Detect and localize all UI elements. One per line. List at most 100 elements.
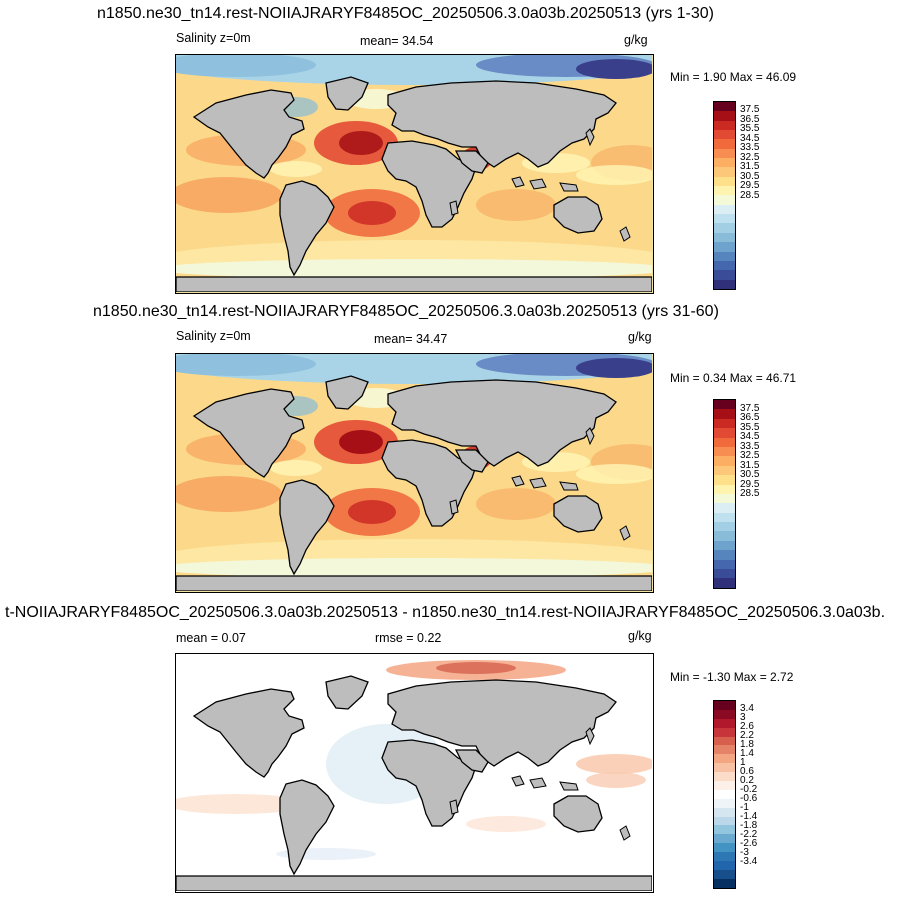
- island: [619, 226, 631, 242]
- land-mass: [176, 575, 652, 591]
- colorbar-swatch: [714, 167, 735, 177]
- colorbar-swatch: [714, 816, 735, 826]
- island: [585, 727, 595, 746]
- field-contour: [476, 488, 556, 520]
- panel-2-mean-label: mean= 34.47: [374, 332, 448, 346]
- island: [529, 777, 547, 789]
- colorbar-tick-label: -0.2: [740, 784, 758, 795]
- colorbar-tick-label: -1.4: [740, 811, 758, 822]
- colorbar-tick-label: 37.5: [740, 104, 760, 116]
- field-contour: [466, 816, 546, 832]
- colorbar-tick-label: 31.5: [740, 161, 760, 173]
- panel-1-colorbar: [713, 101, 736, 290]
- colorbar-tick-label: 34.5: [740, 431, 760, 442]
- colorbar-swatch: [714, 251, 735, 261]
- colorbar-swatch: [714, 781, 735, 790]
- island: [449, 200, 459, 216]
- colorbar-tick-label: 30.5: [740, 469, 760, 480]
- field-contour: [176, 177, 282, 213]
- colorbar-tick-label: 31.5: [740, 459, 760, 471]
- colorbar-swatch: [714, 195, 735, 205]
- panel-1-mean-label: mean= 34.54: [360, 34, 434, 48]
- colorbar-tick-label: 36.5: [740, 412, 760, 423]
- panel-2-colorbar: [713, 399, 736, 589]
- colorbar-swatch: [714, 569, 735, 579]
- field-contour: [576, 59, 652, 79]
- colorbar-swatch: [714, 718, 735, 728]
- colorbar-swatch: [714, 139, 735, 149]
- colorbar-tick-label: 32.5: [740, 151, 760, 163]
- colorbar-swatch: [714, 242, 735, 252]
- colorbar-swatch: [714, 701, 735, 710]
- colorbar-swatch: [714, 512, 735, 523]
- land-mass: [279, 180, 335, 277]
- colorbar-tick-label: 0.2: [740, 775, 754, 786]
- land-mass: [325, 675, 369, 710]
- colorbar-swatch: [714, 475, 735, 485]
- land-mass: [454, 150, 489, 174]
- island: [559, 182, 579, 192]
- colorbar-swatch: [714, 111, 735, 121]
- island: [559, 781, 579, 791]
- colorbar-tick-label: 3.4: [740, 703, 754, 714]
- colorbar-swatch: [714, 400, 735, 410]
- colorbar-swatch: [714, 727, 735, 737]
- field-contour: [576, 358, 652, 378]
- colorbar-swatch: [714, 437, 735, 447]
- colorbar-swatch: [714, 852, 735, 862]
- colorbar-swatch: [714, 763, 735, 773]
- colorbar-swatch: [714, 456, 735, 466]
- field-contour: [586, 772, 646, 788]
- colorbar-swatch: [714, 418, 735, 429]
- land-mass: [553, 795, 603, 833]
- land-mass: [192, 89, 305, 179]
- colorbar-swatch: [714, 843, 735, 853]
- colorbar-swatch: [714, 214, 735, 224]
- panel-3-mean-label: mean = 0.07: [176, 631, 246, 645]
- panel-1-title: n1850.ne30_tn14.rest-NOIIAJRARYF8485OC_2…: [97, 5, 715, 22]
- land-mass: [279, 779, 335, 876]
- colorbar-tick-label: 1: [740, 757, 746, 768]
- colorbar-swatch: [714, 260, 735, 271]
- colorbar-swatch: [714, 789, 735, 799]
- colorbar-swatch: [714, 279, 735, 289]
- colorbar-tick-label: 29.5: [740, 478, 760, 490]
- field-contour: [348, 500, 396, 524]
- colorbar-swatch: [714, 232, 735, 243]
- colorbar-swatch: [714, 409, 735, 419]
- land-mass: [325, 375, 369, 410]
- panel-1-map-svg: [176, 55, 652, 292]
- colorbar-swatch: [714, 465, 735, 476]
- field-contour: [270, 161, 322, 177]
- panel-3-colorbar: [713, 700, 736, 889]
- panel-3-rmse-label: rmse = 0.22: [375, 631, 442, 645]
- colorbar-tick-label: 1.8: [740, 739, 754, 750]
- colorbar-swatch: [714, 223, 735, 233]
- panel-2-map: [175, 353, 654, 593]
- colorbar-swatch: [714, 578, 735, 588]
- colorbar-tick-label: 28.5: [740, 189, 760, 201]
- colorbar-swatch: [714, 878, 735, 888]
- colorbar-swatch: [714, 807, 735, 817]
- panel-1-variable-label: Salinity z=0m: [176, 31, 251, 45]
- land-mass: [192, 688, 305, 778]
- land-mass: [176, 276, 652, 292]
- colorbar-tick-label: 35.5: [740, 421, 760, 433]
- colorbar-swatch: [714, 204, 735, 215]
- field-contour: [476, 189, 556, 221]
- colorbar-swatch: [714, 493, 735, 504]
- colorbar-tick-label: 29.5: [740, 180, 760, 192]
- colorbar-swatch: [714, 484, 735, 494]
- colorbar-swatch: [714, 861, 735, 870]
- colorbar-tick-label: -1.8: [740, 820, 758, 831]
- panel-3-units-label: g/kg: [628, 629, 652, 643]
- field-contour: [176, 354, 316, 376]
- island: [511, 475, 525, 487]
- field-contour: [176, 558, 652, 578]
- colorbar-swatch: [714, 559, 735, 570]
- colorbar-tick-label: 3: [740, 712, 746, 723]
- colorbar-swatch: [714, 503, 735, 513]
- panel-3-map-svg: [176, 654, 652, 891]
- island: [511, 775, 525, 787]
- colorbar-tick-label: 36.5: [740, 113, 760, 125]
